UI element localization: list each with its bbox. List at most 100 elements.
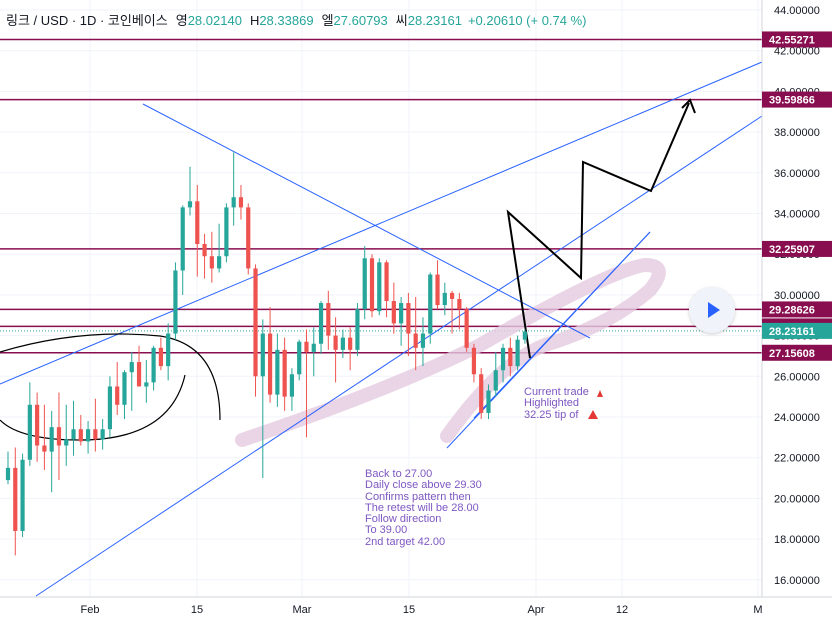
candle-body [348,337,353,350]
candle-body [384,262,389,302]
candle-body [64,439,69,446]
candle-body [27,404,32,460]
price-tick-label: 22.00000 [774,453,820,465]
time-tick-label: Apr [527,604,544,616]
candle-body [508,347,513,367]
candle-body [107,386,113,430]
price-tick-label: 34.00000 [774,209,820,221]
high-value: 28.33869 [259,13,314,28]
candle-body [479,374,484,413]
candle-body [282,349,287,397]
candle-body [318,303,324,344]
high-label: H [249,13,260,28]
trendline-descending [142,103,591,339]
triangle-marker-1 [597,390,603,397]
time-tick-label: 15 [403,604,415,616]
candle-body [100,429,105,440]
candle-body [85,429,91,442]
play-icon [708,302,720,318]
triangle-marker-2 [588,410,598,419]
candle-body [340,337,345,350]
candle-body [486,390,491,413]
candle-body [267,333,273,395]
level-labels: 42.5527139.5986632.2590729.2862628.45093… [762,31,832,361]
candle-body [428,274,433,334]
candle-body [195,201,200,245]
candle-body [377,262,382,312]
close-value: 28.23161 [407,13,462,28]
candle-body [493,370,498,391]
drawings [0,61,763,597]
candle-body [355,309,360,350]
trendline-upper [0,61,763,385]
price-level-tag [762,31,832,48]
candle-body [471,347,477,375]
symbol-title[interactable]: 링크 / USD · 1D · 코인베이스 [6,13,168,28]
candle-body [202,244,207,257]
time-tick-label: Feb [81,604,100,616]
candle-body [144,382,149,387]
candle-body [78,429,83,442]
candle-body [246,207,251,269]
candle-body [35,404,40,446]
candle-body [304,341,309,352]
candle-body [311,343,316,352]
candle-body [217,256,222,269]
candle-body [435,274,440,306]
candle-body [238,197,244,208]
candle-body [406,303,411,334]
price-level-tag [762,91,832,108]
current-trade-note: Current trade Highlighted 32.25 tip of [524,386,589,421]
candle-body [71,429,76,440]
time-axis[interactable]: Feb 15 Mar 15 Apr 12 M [0,596,832,622]
candle-body [224,207,229,257]
candle-body [49,427,54,452]
candle-body [180,207,185,271]
price-axis[interactable]: 44.0000042.0000040.0000038.0000036.00000… [761,0,832,600]
candle-body [369,258,375,312]
replay-button[interactable] [689,287,735,333]
projection-arrowhead [681,98,696,114]
highlight-swoosh [235,257,666,447]
candle-body [209,256,214,269]
price-level-label: 29.28626 [769,304,815,316]
trendline-local-2 [473,231,651,419]
candle-body [56,427,62,446]
price-tick-label: 18.00000 [774,534,820,546]
candle-body [158,347,163,367]
price-level-label: 39.59866 [769,95,815,107]
candle-body [522,331,527,340]
candle-body [231,197,236,208]
candle-body [297,341,302,375]
horizontal-levels [0,38,762,354]
candle-body [391,301,396,324]
projection-path [506,102,690,359]
candle-body [20,459,25,531]
candle-body [260,333,265,377]
candle-body [457,298,462,310]
price-tick-label: 26.00000 [774,371,820,383]
candle-body [42,445,47,452]
price-tick-label: 20.00000 [774,493,820,505]
candle-body [464,309,469,348]
trendline-lower [35,115,763,597]
candle-body [5,467,11,481]
price-tick-label: 16.00000 [774,575,820,587]
candle-body [136,362,142,387]
candle-body [362,258,367,310]
price-level-tag [762,344,832,361]
time-tick-label: M [753,604,762,616]
time-tick-label: Mar [293,604,312,616]
price-level-label: 32.25907 [769,244,815,256]
trade-plan-note: Back to 27.00 Daily close above 29.30 Co… [365,468,482,548]
candle-body [500,347,506,371]
time-tick-label: 15 [191,604,203,616]
grid-lines [0,0,762,597]
current-price-label: 28.23161 [769,326,815,338]
price-tick-label: 36.00000 [774,168,820,180]
candle-body [420,333,426,348]
candle-body [515,339,520,367]
price-tick-label: 42.00000 [774,46,820,58]
candle-body [333,335,338,350]
